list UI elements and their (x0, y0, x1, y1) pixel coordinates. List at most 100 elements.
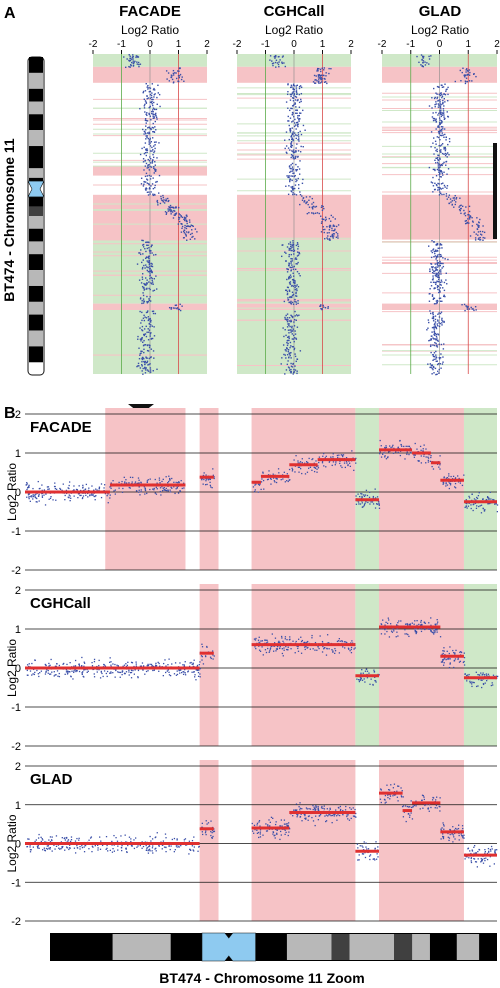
data-point (297, 466, 300, 469)
data-point (306, 201, 308, 203)
data-point (467, 847, 470, 849)
data-point (365, 842, 367, 844)
data-point (289, 243, 292, 245)
data-point (151, 96, 153, 99)
data-point (68, 484, 70, 487)
data-point (320, 79, 323, 81)
data-point (338, 814, 341, 817)
data-point (26, 846, 28, 848)
data-point (147, 244, 149, 247)
data-point (482, 507, 484, 509)
data-point (290, 153, 293, 156)
data-point (128, 836, 131, 838)
data-point (302, 178, 304, 181)
data-point (432, 142, 434, 144)
data-point (292, 100, 295, 102)
data-point (37, 844, 39, 847)
y-tick-label: 1 (15, 448, 21, 460)
data-point (439, 297, 442, 299)
data-point (159, 482, 161, 484)
data-point (269, 59, 271, 61)
data-point (296, 179, 298, 182)
data-point (480, 672, 482, 674)
y-tick-label: 0 (15, 839, 21, 851)
data-point (445, 153, 448, 155)
data-point (440, 271, 442, 273)
data-point (292, 154, 294, 157)
data-point (148, 87, 150, 89)
data-point (396, 628, 398, 630)
data-point (66, 663, 68, 666)
data-point (279, 645, 281, 648)
data-point (142, 246, 145, 248)
data-point (205, 820, 207, 822)
data-point (372, 495, 375, 498)
data-point (189, 233, 192, 236)
data-point (419, 445, 422, 448)
data-point (445, 195, 448, 197)
data-point (53, 671, 55, 673)
data-point (132, 58, 134, 60)
data-point (175, 481, 177, 484)
data-point (76, 489, 79, 491)
data-point (453, 199, 456, 201)
data-point (293, 371, 296, 373)
data-point (471, 217, 473, 219)
data-point (323, 74, 325, 77)
chromosome-zoom-ideogram (50, 932, 497, 962)
data-point (393, 783, 396, 785)
data-point (463, 664, 466, 666)
data-point (449, 484, 452, 486)
data-point (66, 673, 69, 675)
data-point (69, 847, 71, 849)
data-point (147, 194, 150, 196)
data-point (307, 815, 310, 818)
data-point (436, 242, 439, 245)
axis-label-a-3: Log2 Ratio (411, 23, 469, 37)
data-point (328, 461, 330, 463)
data-point (386, 784, 388, 786)
data-point (121, 849, 123, 852)
data-point (155, 129, 157, 131)
data-point (180, 844, 182, 847)
ideogram-band (29, 301, 43, 315)
data-point (292, 172, 294, 175)
data-point (299, 815, 302, 818)
data-point (293, 93, 295, 95)
data-point (47, 486, 50, 488)
data-point (141, 285, 144, 288)
data-point (38, 493, 40, 496)
data-point (308, 815, 310, 817)
data-point (333, 229, 335, 232)
data-point (38, 495, 40, 497)
data-point (35, 839, 37, 841)
data-point (443, 650, 445, 652)
data-point (49, 848, 51, 850)
data-point (430, 629, 432, 632)
data-point (148, 191, 150, 193)
data-point (143, 282, 145, 285)
data-point (30, 495, 32, 497)
data-point (110, 672, 112, 674)
data-point (29, 670, 32, 672)
data-point (169, 479, 171, 481)
data-point (454, 80, 457, 83)
chromosome-ideogram (27, 56, 45, 376)
data-point (342, 454, 345, 456)
data-point (141, 350, 143, 353)
data-point (365, 489, 368, 491)
data-point (291, 301, 294, 304)
data-point (345, 641, 347, 643)
data-point (292, 363, 294, 365)
data-point (288, 253, 290, 256)
data-point (430, 181, 433, 183)
data-point (298, 314, 300, 316)
data-point (442, 182, 444, 184)
data-point (75, 488, 78, 491)
data-point (441, 94, 443, 96)
data-point (466, 674, 469, 676)
data-point (434, 807, 436, 809)
data-point (115, 669, 117, 671)
data-point (295, 180, 297, 183)
data-point (299, 191, 301, 193)
